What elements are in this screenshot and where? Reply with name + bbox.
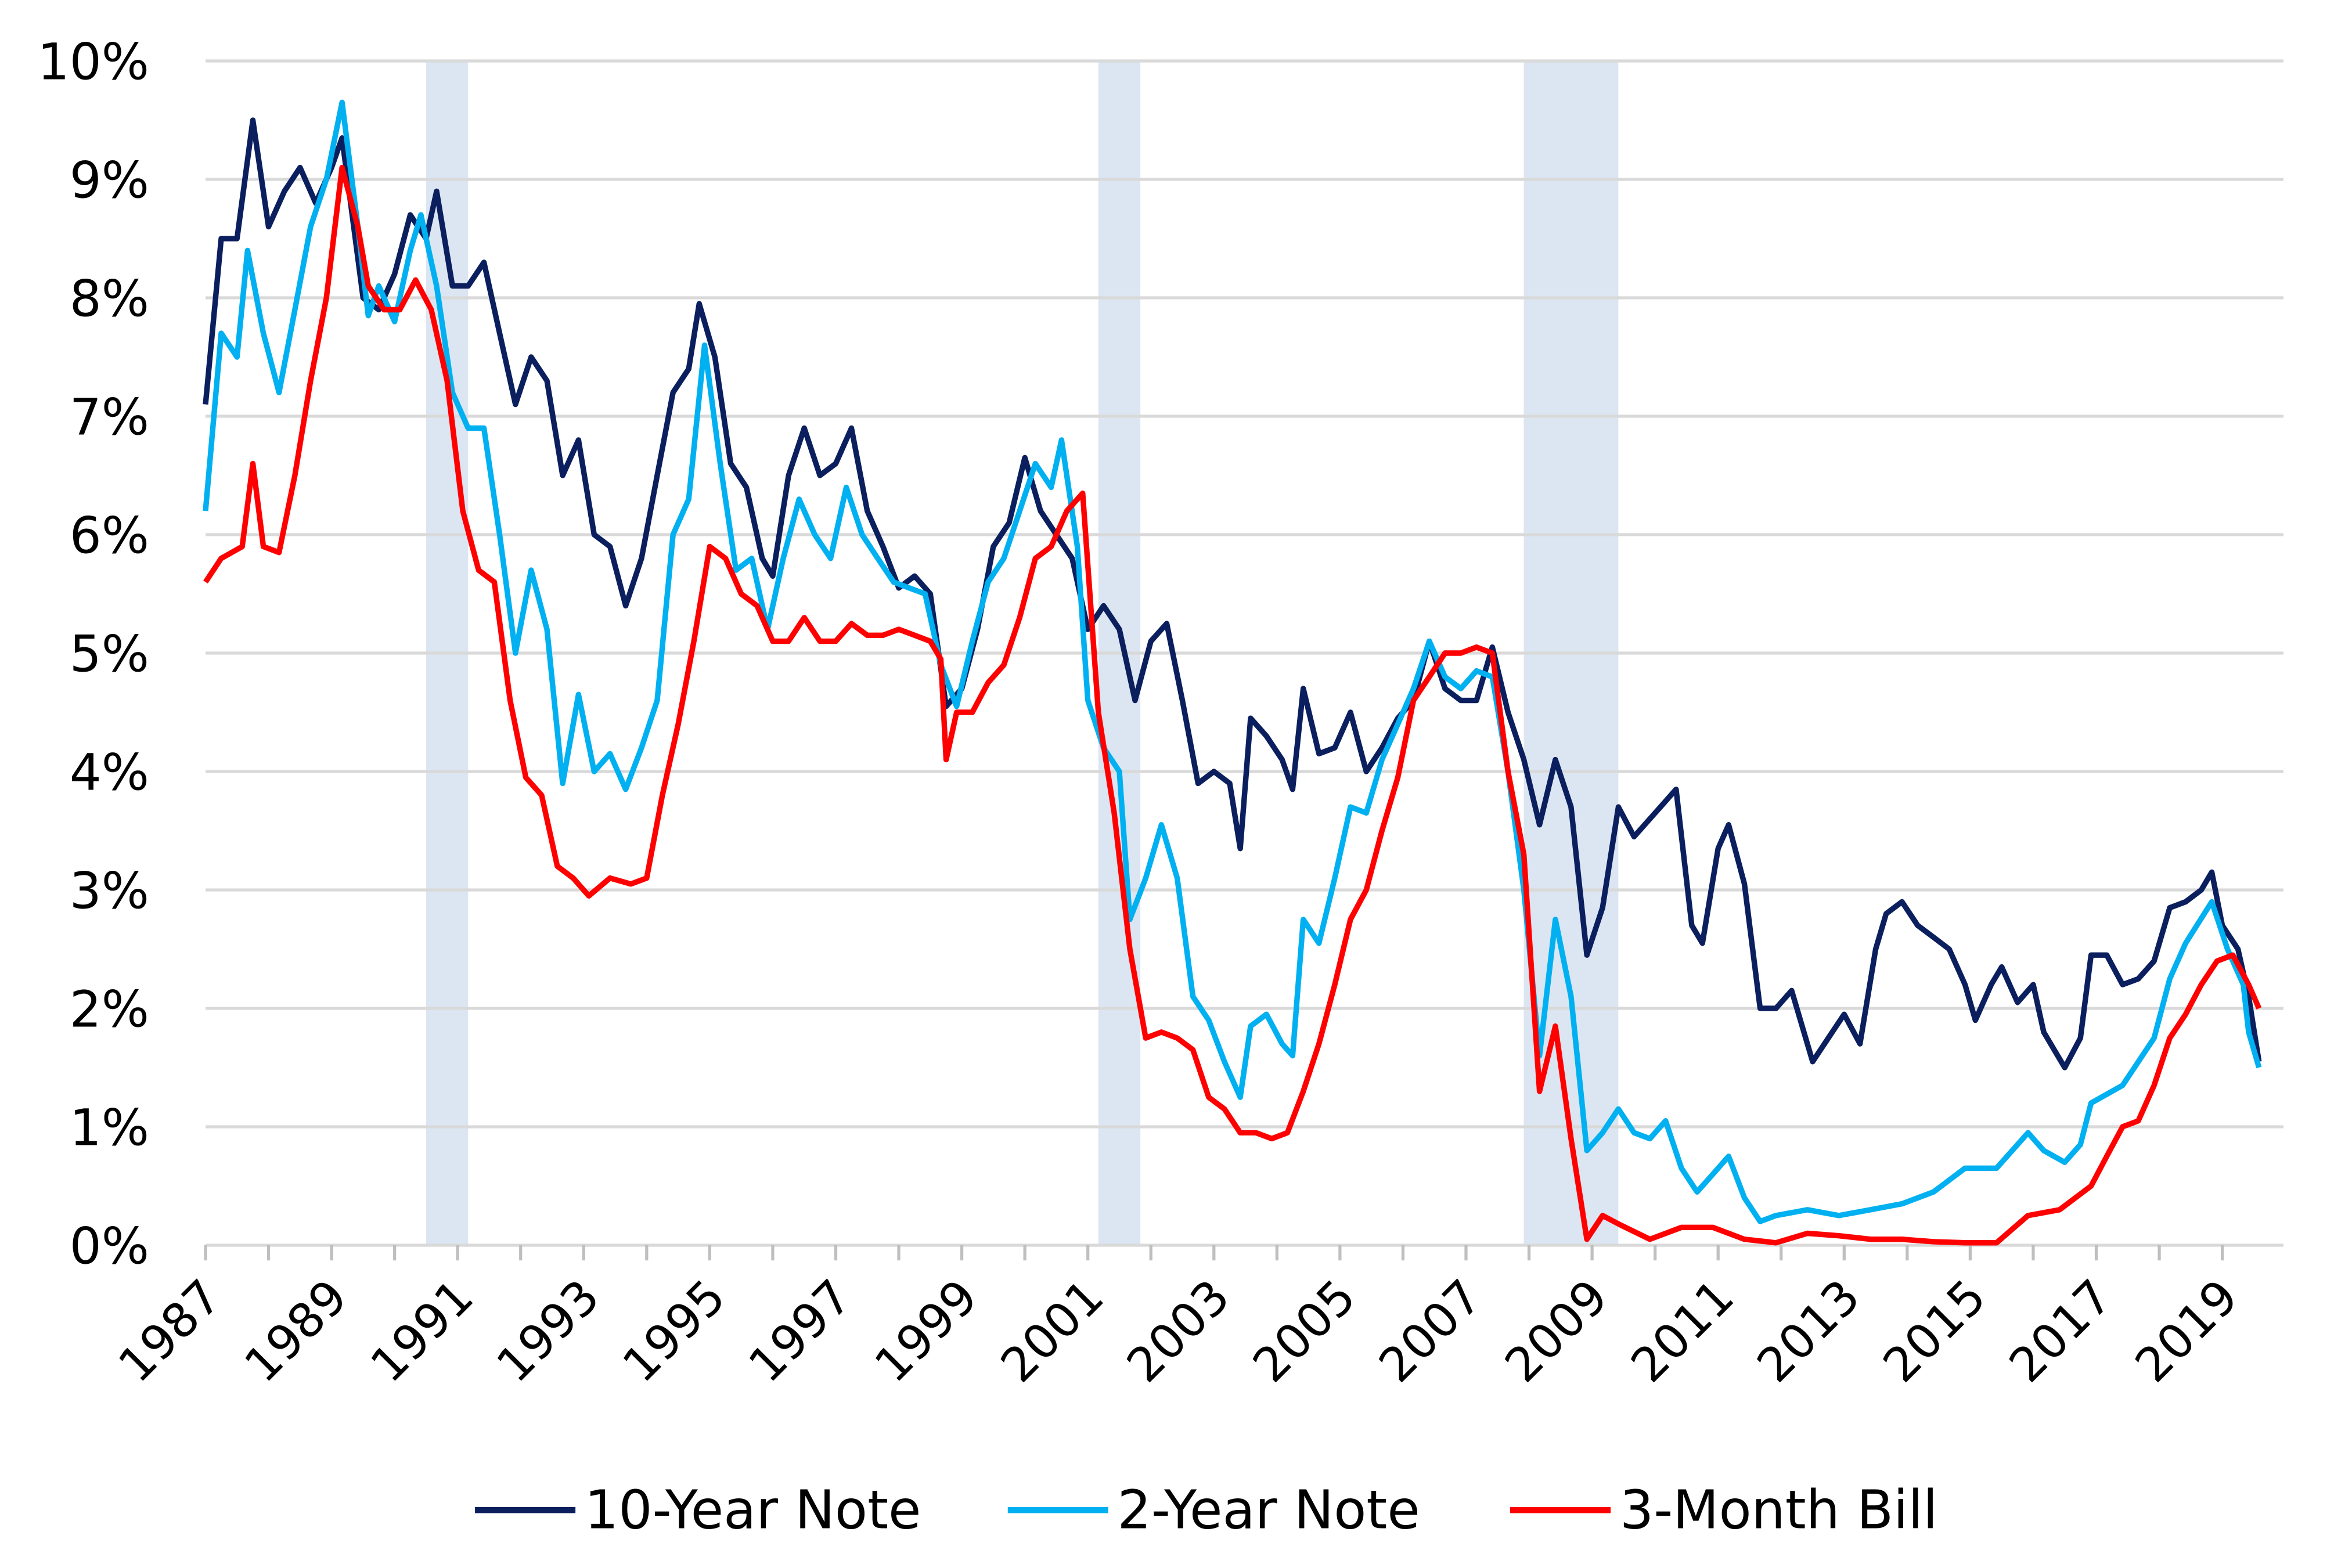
x-tick-label: 1989 — [235, 1270, 358, 1393]
y-tick-label: 4% — [70, 744, 149, 802]
y-tick-label: 1% — [70, 1099, 149, 1157]
y-axis-labels: 0% 1% 2% 3% 4% 5% 6% 7% 8% 9% 10% — [38, 34, 149, 1276]
legend-label: 2-Year Note — [1118, 1479, 1420, 1541]
x-tick-label: 2011 — [1621, 1270, 1745, 1393]
series-line-3-month-bill — [203, 164, 2262, 1246]
x-tick-label: 2019 — [2125, 1270, 2249, 1393]
x-tick-label: 1999 — [865, 1270, 988, 1393]
y-tick-label: 9% — [70, 152, 149, 210]
y-tick-label: 10% — [38, 34, 149, 92]
x-axis: 1987 1989 1991 1993 1995 1997 1999 2001 2003 2005… — [109, 1243, 2284, 1393]
x-tick-label: 2009 — [1495, 1270, 1619, 1393]
y-tick-label: 3% — [70, 862, 149, 920]
x-tick-label: 2015 — [1873, 1270, 1997, 1393]
y-tick-label: 8% — [70, 270, 149, 328]
x-tick-label: 2001 — [991, 1270, 1115, 1393]
x-tick-label: 1995 — [613, 1270, 736, 1393]
legend: 10-Year Note 2-Year Note 3-Month Bill — [475, 1479, 1938, 1541]
y-tick-label: 7% — [70, 388, 149, 446]
x-tick-label: 2003 — [1117, 1270, 1241, 1393]
x-tick-label: 2005 — [1243, 1270, 1367, 1393]
y-tick-label: 0% — [70, 1217, 149, 1275]
series-line-10-year-note — [203, 117, 2262, 1070]
x-tick-label: 1993 — [487, 1270, 610, 1393]
series-lines — [203, 99, 2262, 1246]
gridlines — [205, 59, 2284, 1129]
x-tick-label: 1987 — [109, 1270, 232, 1393]
x-tick-label: 1997 — [739, 1270, 862, 1393]
x-tick-label: 2017 — [1999, 1270, 2123, 1393]
y-tick-label: 2% — [70, 981, 149, 1039]
y-tick-label: 6% — [70, 507, 149, 565]
x-tick-label: 1991 — [361, 1270, 484, 1393]
x-tick-label: 2013 — [1747, 1270, 1871, 1393]
y-tick-label: 5% — [70, 625, 149, 683]
legend-label: 10-Year Note — [585, 1479, 921, 1541]
series-line-2-year-note — [203, 99, 2262, 1224]
x-tick-label: 2007 — [1369, 1270, 1493, 1393]
legend-label: 3-Month Bill — [1620, 1479, 1938, 1541]
